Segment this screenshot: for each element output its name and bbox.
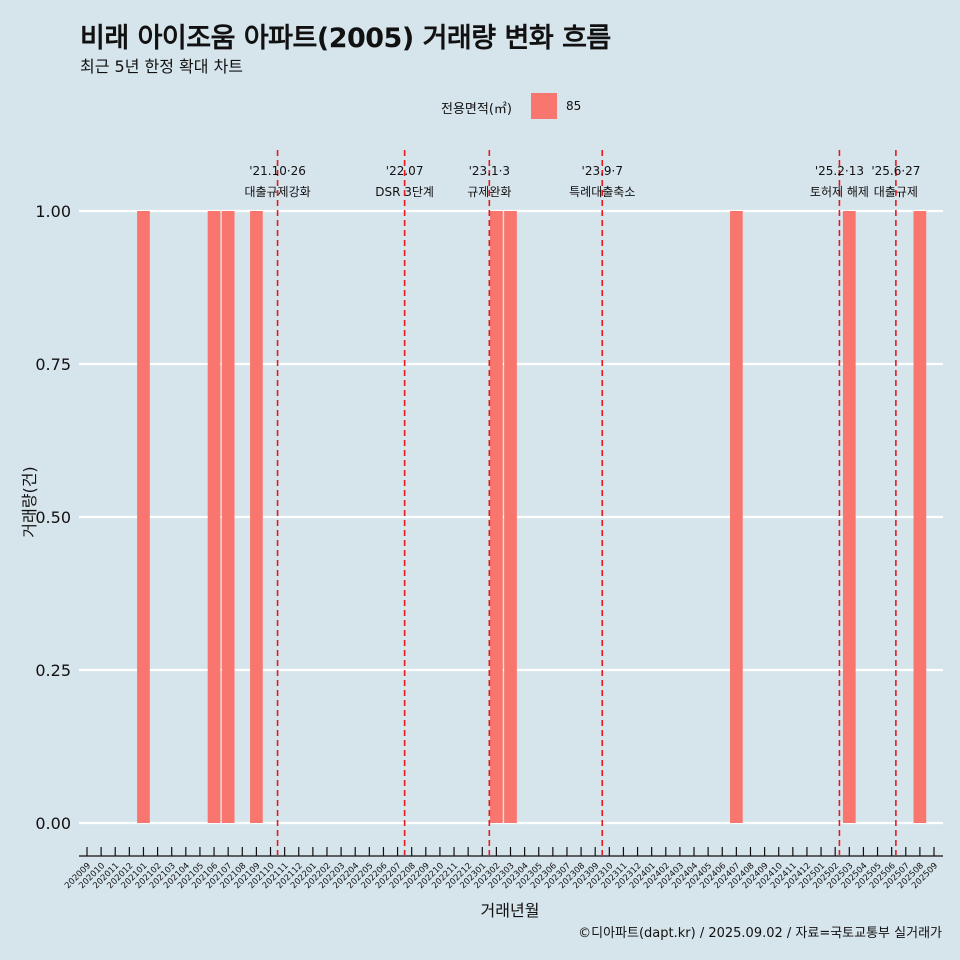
legend-title: 전용면적(㎡): [441, 102, 512, 117]
chart-subtitle: 최근 5년 한정 확대 차트: [80, 57, 244, 76]
bars: [137, 211, 927, 823]
bar: [913, 211, 927, 823]
x-axis: 2020092020102020112020122021012021022021…: [63, 847, 943, 891]
event-label: DSR 3단계: [375, 185, 434, 199]
event-label: 대출규제: [874, 185, 918, 199]
event-label: 특례대출축소: [569, 185, 635, 199]
event-date: '25.2·13: [815, 164, 864, 178]
bar: [207, 211, 221, 823]
bar: [730, 211, 743, 823]
event-date: '25.6·27: [871, 164, 920, 178]
bar: [504, 211, 517, 823]
legend-label: 85: [566, 99, 582, 113]
event-label: 대출규제강화: [244, 185, 310, 199]
chart-title: 비래 아이조움 아파트(2005) 거래량 변화 흐름: [80, 23, 611, 54]
y-tick-label: 0.25: [35, 661, 71, 680]
event-label: 규제완화: [467, 185, 511, 199]
bar: [250, 211, 263, 823]
bar: [490, 211, 503, 823]
y-tick-label: 0.00: [35, 814, 71, 833]
caption: ©디아파트(dapt.kr) / 2025.09.02 / 자료=국토교통부 실…: [578, 926, 942, 941]
event-lines: '21.10·26 대출규제강화 '22.07 DSR 3단계 '23.1·3 규제완화 '…: [244, 150, 920, 855]
y-tick-label: 0.50: [35, 508, 71, 527]
event-date: '23.1·3: [469, 164, 510, 178]
event-date: '23.9·7: [582, 164, 623, 178]
event-date: '21.10·26: [249, 164, 306, 178]
event-date: '22.07: [386, 164, 424, 178]
bar: [137, 211, 150, 823]
y-tick-label: 1.00: [35, 202, 71, 221]
bar: [842, 211, 856, 823]
legend: 전용면적(㎡) 85: [0, 93, 960, 121]
bar: [221, 211, 235, 823]
y-axis-label: 거래량(건): [20, 466, 39, 538]
x-axis-label: 거래년월: [480, 901, 540, 920]
y-axis-ticks: 0.00 0.25 0.50 0.75 1.00: [35, 202, 71, 833]
legend-swatch: [531, 93, 557, 119]
event-label: 토허제 해제: [810, 185, 869, 199]
y-tick-label: 0.75: [35, 355, 71, 374]
